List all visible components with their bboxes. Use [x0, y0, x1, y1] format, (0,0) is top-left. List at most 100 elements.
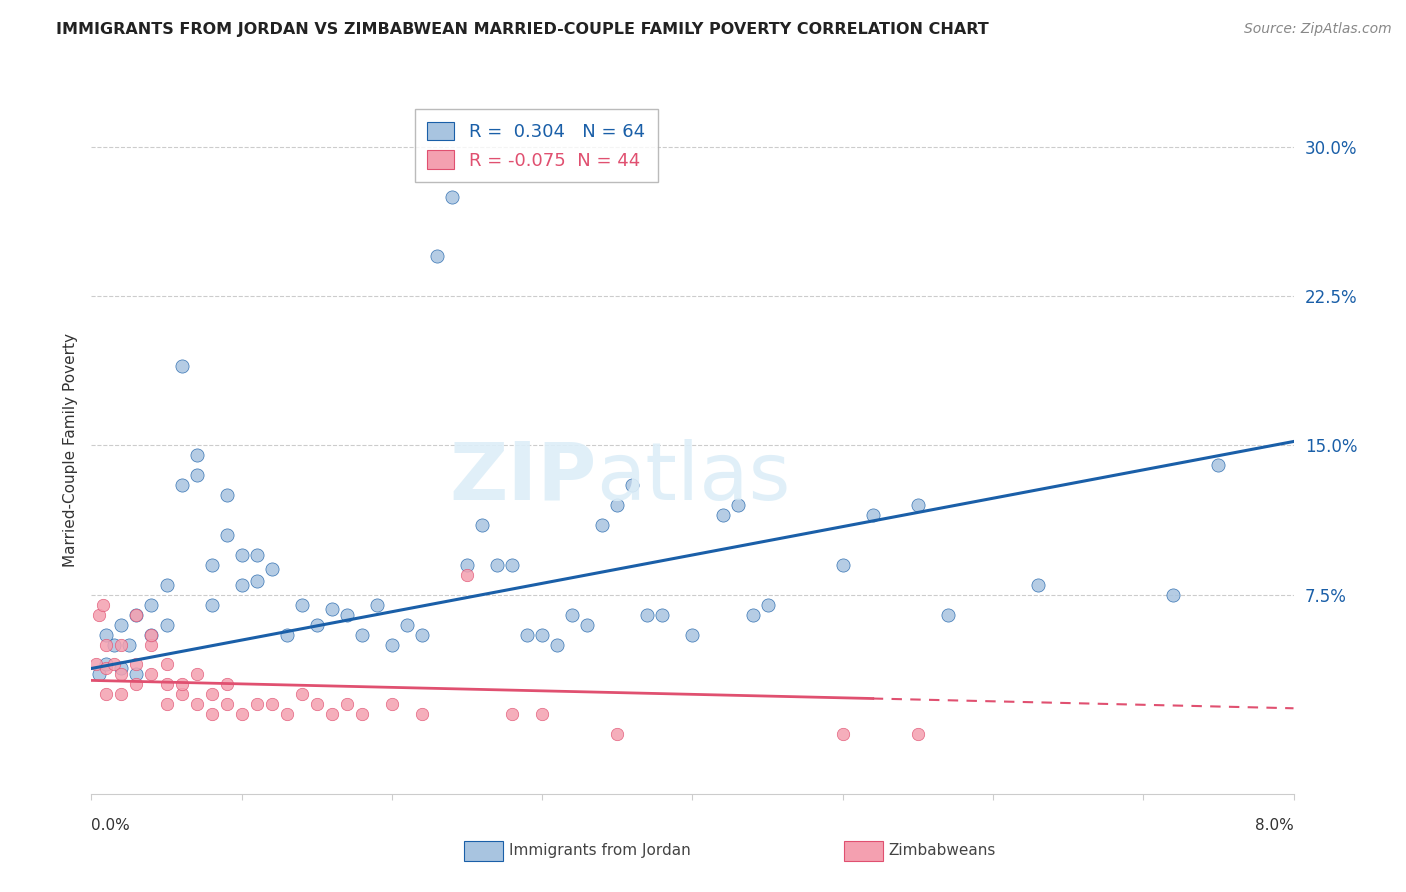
- Point: [336, 607, 359, 622]
- Point: [1208, 458, 1230, 473]
- Point: [186, 667, 208, 681]
- Point: [186, 449, 208, 463]
- Point: [246, 548, 269, 562]
- Point: [246, 574, 269, 588]
- Point: [936, 607, 959, 622]
- Point: [862, 508, 884, 523]
- Point: [103, 638, 125, 652]
- Point: [741, 607, 763, 622]
- Point: [366, 598, 388, 612]
- Point: [96, 638, 118, 652]
- Point: [141, 627, 163, 641]
- Point: [201, 707, 224, 722]
- Point: [831, 558, 853, 572]
- Point: [125, 607, 148, 622]
- Point: [456, 558, 478, 572]
- Text: Immigrants from Jordan: Immigrants from Jordan: [509, 844, 690, 858]
- Point: [1026, 578, 1049, 592]
- Point: [321, 707, 343, 722]
- Point: [381, 698, 404, 712]
- Point: [155, 657, 177, 672]
- Point: [561, 607, 583, 622]
- Point: [756, 598, 779, 612]
- Point: [141, 598, 163, 612]
- Point: [681, 627, 703, 641]
- Point: [636, 607, 658, 622]
- Point: [336, 698, 359, 712]
- Point: [201, 687, 224, 701]
- Text: ZIP: ZIP: [449, 439, 596, 517]
- Point: [215, 528, 238, 542]
- Point: [350, 707, 373, 722]
- Point: [440, 189, 463, 203]
- Point: [186, 468, 208, 483]
- Point: [215, 698, 238, 712]
- Point: [155, 698, 177, 712]
- Text: IMMIGRANTS FROM JORDAN VS ZIMBABWEAN MARRIED-COUPLE FAMILY POVERTY CORRELATION C: IMMIGRANTS FROM JORDAN VS ZIMBABWEAN MAR…: [56, 22, 988, 37]
- Point: [651, 607, 673, 622]
- Point: [260, 562, 283, 576]
- Point: [711, 508, 734, 523]
- Point: [321, 601, 343, 615]
- Point: [125, 657, 148, 672]
- Text: 8.0%: 8.0%: [1254, 818, 1294, 833]
- Point: [426, 249, 449, 263]
- Text: 0.0%: 0.0%: [91, 818, 131, 833]
- Point: [84, 657, 107, 672]
- Point: [576, 617, 599, 632]
- Point: [621, 478, 644, 492]
- Point: [591, 518, 613, 533]
- Point: [516, 627, 538, 641]
- Point: [170, 677, 193, 691]
- Point: [215, 488, 238, 502]
- Point: [215, 677, 238, 691]
- Point: [87, 607, 110, 622]
- Point: [118, 638, 141, 652]
- Point: [186, 698, 208, 712]
- Point: [395, 617, 418, 632]
- Point: [170, 359, 193, 373]
- Point: [291, 598, 314, 612]
- Point: [110, 687, 132, 701]
- Point: [96, 657, 118, 672]
- Point: [246, 698, 269, 712]
- Point: [141, 638, 163, 652]
- Point: [456, 567, 478, 582]
- Point: [201, 558, 224, 572]
- Text: Source: ZipAtlas.com: Source: ZipAtlas.com: [1244, 22, 1392, 37]
- Point: [110, 638, 132, 652]
- Point: [305, 698, 328, 712]
- Point: [125, 667, 148, 681]
- Point: [96, 661, 118, 675]
- Point: [907, 498, 929, 512]
- Point: [486, 558, 509, 572]
- Legend: R =  0.304   N = 64, R = -0.075  N = 44: R = 0.304 N = 64, R = -0.075 N = 44: [415, 109, 658, 182]
- Point: [155, 617, 177, 632]
- Point: [260, 698, 283, 712]
- Point: [831, 727, 853, 741]
- Point: [125, 607, 148, 622]
- Point: [155, 578, 177, 592]
- Point: [110, 617, 132, 632]
- Text: atlas: atlas: [596, 439, 790, 517]
- Point: [155, 677, 177, 691]
- Point: [110, 661, 132, 675]
- Point: [606, 498, 628, 512]
- Point: [531, 707, 554, 722]
- Point: [93, 598, 115, 612]
- Point: [350, 627, 373, 641]
- Point: [546, 638, 568, 652]
- Point: [1161, 588, 1184, 602]
- Point: [531, 627, 554, 641]
- Point: [103, 657, 125, 672]
- Point: [411, 627, 433, 641]
- Point: [141, 667, 163, 681]
- Point: [501, 707, 523, 722]
- Point: [411, 707, 433, 722]
- Point: [96, 627, 118, 641]
- Point: [291, 687, 314, 701]
- Point: [201, 598, 224, 612]
- Point: [381, 638, 404, 652]
- Point: [501, 558, 523, 572]
- Point: [170, 478, 193, 492]
